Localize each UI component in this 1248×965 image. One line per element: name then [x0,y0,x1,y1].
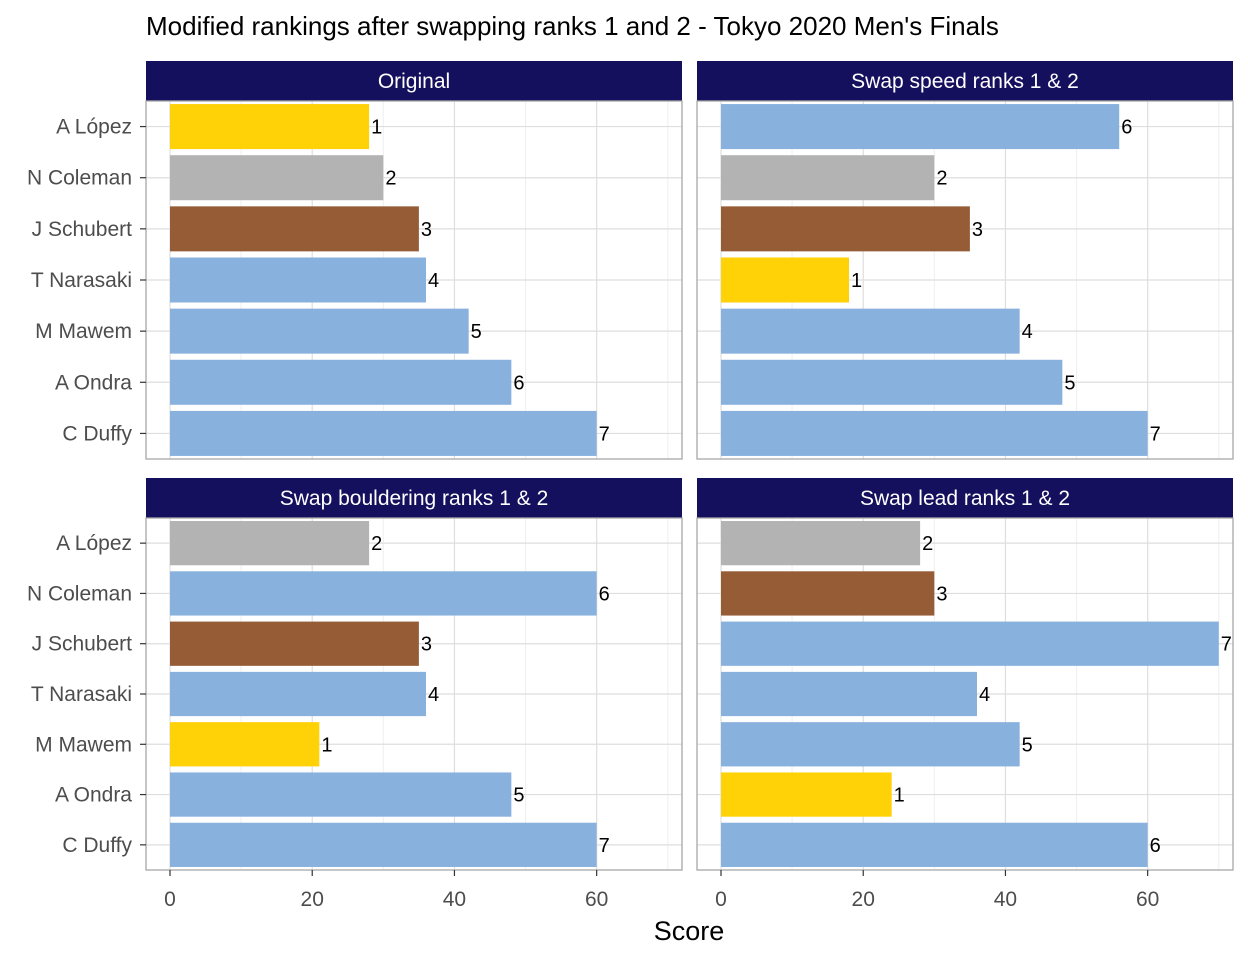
bar-rank-label: 5 [513,785,524,807]
x-tick-label: 0 [715,888,727,911]
y-tick-label: M Mawem [35,320,132,343]
bar [170,308,469,354]
panel-2: Swap speed ranks 1 & 2 6 2 3 1 4 5 7 [696,61,1234,460]
bar-rank-label: 5 [1064,372,1075,394]
bar [721,359,1063,405]
bar-rank-label: 4 [428,684,439,706]
bar-rank-label: 2 [371,533,382,555]
y-tick-label: J Schubert [32,633,133,656]
bar-rank-label: 7 [1150,423,1161,445]
bar-rank-label: 4 [979,684,990,706]
y-tick-label: J Schubert [32,218,133,241]
bar [170,104,370,150]
chart-title: Modified rankings after swapping ranks 1… [146,11,999,41]
panel-strip [697,61,1233,101]
x-tick-label: 60 [1136,888,1159,911]
x-tick-label: 60 [585,888,608,911]
y-tick-label: A Ondra [55,784,132,807]
x-tick-label: 0 [164,888,176,911]
y-tick-label: T Narasaki [31,269,132,292]
bar-rank-label: 2 [922,533,933,555]
bar [721,410,1148,456]
y-tick-label: A López [56,532,132,555]
panel-1: Original 1 2 3 4 5 6 7 A López N Coleman J Schuber… [27,61,683,460]
bar-rank-label: 5 [1022,734,1033,756]
y-tick-label: C Duffy [62,834,132,857]
y-tick-label: T Narasaki [31,683,132,706]
x-tick-label: 40 [443,888,466,911]
y-tick-label: N Coleman [27,167,132,190]
bar [170,621,419,666]
panels-layer: Original 1 2 3 4 5 6 7 A López N Coleman J Schuber… [27,61,1234,911]
y-tick-label: A Ondra [55,371,132,394]
panel-strip [697,478,1233,518]
panel-strip [146,61,682,101]
bar [721,155,935,201]
bar [170,722,320,767]
bar [170,571,597,616]
bar-rank-label: 1 [371,117,382,139]
bar-rank-label: 6 [513,372,524,394]
bar [721,671,977,717]
panel-strip-label: Original [378,70,450,93]
bar [721,308,1020,354]
bar-rank-label: 6 [1150,835,1161,857]
panel-strip-label: Swap speed ranks 1 & 2 [851,70,1079,93]
panel-strip-label: Swap lead ranks 1 & 2 [860,487,1070,510]
bar-rank-label: 3 [421,219,432,241]
bar-rank-label: 1 [851,270,862,292]
bar [170,410,597,456]
y-tick-label: A López [56,116,132,139]
bar-rank-label: 4 [1022,321,1033,343]
bar [170,822,597,867]
bar-rank-label: 2 [936,168,947,190]
bar [721,621,1219,666]
bar [721,722,1020,767]
panel-3: Swap bouldering ranks 1 & 2 2 6 3 4 1 5 7 A Lópe… [27,478,683,911]
bar-rank-label: 5 [471,321,482,343]
y-tick-label: N Coleman [27,582,132,605]
bar [721,822,1148,867]
bar-rank-label: 6 [1121,117,1132,139]
bar [721,206,970,252]
bar [170,155,384,201]
bar [170,206,419,252]
bar [170,772,512,817]
bar-rank-label: 3 [936,583,947,605]
bar [721,257,849,303]
bar-rank-label: 3 [421,634,432,656]
bar-rank-label: 1 [894,785,905,807]
bar-rank-label: 7 [1221,634,1232,656]
x-tick-label: 40 [994,888,1017,911]
bar [170,671,426,717]
bar-rank-label: 6 [599,583,610,605]
panel-strip [146,478,682,518]
bar [721,772,892,817]
bar [170,257,426,303]
bar-rank-label: 7 [599,835,610,857]
panel-border [696,517,1234,871]
bar [721,104,1120,150]
bar-rank-label: 7 [599,423,610,445]
x-axis-title: Score [654,916,725,946]
x-tick-label: 20 [301,888,324,911]
panel-strip-label: Swap bouldering ranks 1 & 2 [280,487,549,510]
bar-rank-label: 3 [972,219,983,241]
bar-rank-label: 1 [321,734,332,756]
bar [170,359,512,405]
bar [170,521,370,566]
bar-rank-label: 2 [385,168,396,190]
x-tick-label: 20 [852,888,875,911]
y-tick-label: C Duffy [62,422,132,445]
bar [721,521,921,566]
panel-border [696,100,1234,460]
y-tick-label: M Mawem [35,733,132,756]
bar-rank-label: 4 [428,270,439,292]
bar [721,571,935,616]
